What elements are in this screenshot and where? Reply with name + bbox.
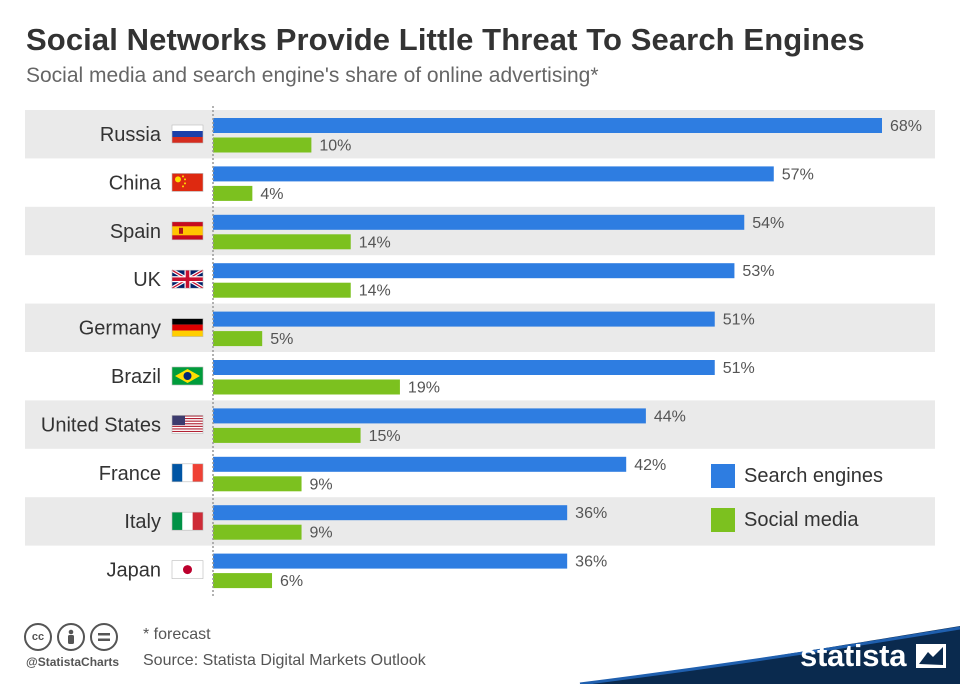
category-label: Russia bbox=[100, 124, 162, 146]
category-label: United States bbox=[41, 414, 161, 436]
data-label: 14% bbox=[359, 283, 391, 300]
by-icon[interactable] bbox=[57, 623, 85, 651]
bar-chart: Russia 68% 10% China 57% 4% Spain 54% 14% UK 53% 14… bbox=[25, 106, 935, 598]
data-label: 10% bbox=[319, 138, 351, 155]
flag-usa-icon bbox=[171, 415, 204, 434]
data-label: 14% bbox=[359, 234, 391, 251]
row-stripe bbox=[25, 303, 935, 352]
chart-title: Social Networks Provide Little Threat To… bbox=[26, 22, 865, 57]
bar-social bbox=[213, 234, 351, 250]
row-stripe bbox=[25, 110, 935, 159]
flag-germany-icon bbox=[171, 318, 204, 337]
flag-japan-icon bbox=[171, 560, 204, 579]
source-note: Source: Statista Digital Markets Outlook bbox=[143, 652, 426, 669]
bar-social bbox=[213, 282, 351, 298]
flag-brazil-icon bbox=[171, 366, 204, 386]
chart-subtitle: Social media and search engine's share o… bbox=[26, 64, 599, 87]
data-label: 4% bbox=[260, 186, 283, 203]
data-label: 51% bbox=[723, 360, 755, 377]
data-label: 51% bbox=[723, 312, 755, 329]
bar-search bbox=[213, 214, 745, 230]
data-label: 54% bbox=[752, 215, 784, 232]
bar-search bbox=[213, 166, 774, 182]
row-stripe bbox=[25, 206, 935, 256]
category-label: Spain bbox=[110, 221, 161, 243]
bar-search bbox=[213, 456, 627, 472]
flag-france-icon bbox=[171, 463, 204, 483]
data-label: 19% bbox=[408, 380, 440, 397]
data-label: 57% bbox=[782, 166, 814, 183]
category-label: Japan bbox=[107, 560, 162, 582]
flag-italy-icon bbox=[171, 511, 204, 531]
data-label: 36% bbox=[575, 505, 607, 522]
flag-spain-icon bbox=[171, 221, 204, 241]
legend: Search engines Social media bbox=[711, 462, 883, 550]
data-label: 68% bbox=[890, 118, 922, 135]
data-label: 9% bbox=[310, 525, 333, 542]
bar-search bbox=[213, 311, 715, 327]
legend-label-search: Search engines bbox=[744, 464, 883, 487]
data-label: 5% bbox=[270, 331, 293, 348]
cc-icon[interactable]: cc bbox=[24, 623, 52, 651]
legend-item-search: Search engines bbox=[711, 462, 883, 490]
flag-russia-icon bbox=[171, 124, 204, 144]
legend-swatch-social bbox=[711, 508, 735, 532]
bar-search bbox=[213, 118, 882, 133]
nd-icon[interactable] bbox=[90, 623, 118, 651]
data-label: 42% bbox=[634, 457, 666, 474]
data-label: 15% bbox=[369, 428, 401, 445]
bar-search bbox=[213, 408, 646, 424]
statista-mark-icon bbox=[916, 644, 947, 668]
bar-search bbox=[213, 263, 735, 279]
row-stripe bbox=[25, 400, 935, 449]
bar-social bbox=[213, 331, 263, 347]
category-label: France bbox=[99, 463, 161, 485]
category-label: China bbox=[109, 172, 162, 194]
bar-social bbox=[213, 427, 361, 443]
flag-china-icon bbox=[171, 173, 204, 192]
data-label: 9% bbox=[310, 476, 333, 493]
category-label: Italy bbox=[124, 511, 161, 533]
statista-handle[interactable]: @StatistaCharts bbox=[26, 655, 120, 669]
bar-social bbox=[213, 137, 312, 153]
statista-logo[interactable]: statista bbox=[800, 638, 947, 674]
data-label: 36% bbox=[575, 554, 607, 571]
bar-search bbox=[213, 360, 715, 375]
bar-social bbox=[213, 524, 302, 540]
bar-social bbox=[213, 379, 400, 395]
bar-search bbox=[213, 553, 568, 569]
statista-wordmark: statista bbox=[800, 638, 907, 673]
data-label: 6% bbox=[280, 573, 303, 590]
data-label: 53% bbox=[742, 263, 774, 280]
legend-item-social: Social media bbox=[711, 506, 883, 534]
license-icons: cc bbox=[24, 623, 118, 651]
category-label: Germany bbox=[79, 318, 161, 340]
bar-social bbox=[213, 573, 273, 589]
brand-band bbox=[579, 626, 960, 684]
footnote: * forecast bbox=[143, 626, 211, 643]
data-label: 44% bbox=[654, 408, 686, 425]
bar-social bbox=[213, 185, 253, 201]
flag-uk-icon bbox=[171, 268, 204, 290]
legend-label-social: Social media bbox=[744, 508, 859, 531]
legend-swatch-search bbox=[711, 464, 735, 488]
category-label: UK bbox=[133, 269, 161, 291]
category-label: Brazil bbox=[111, 366, 161, 388]
bar-social bbox=[213, 476, 302, 492]
bar-search bbox=[213, 505, 568, 521]
